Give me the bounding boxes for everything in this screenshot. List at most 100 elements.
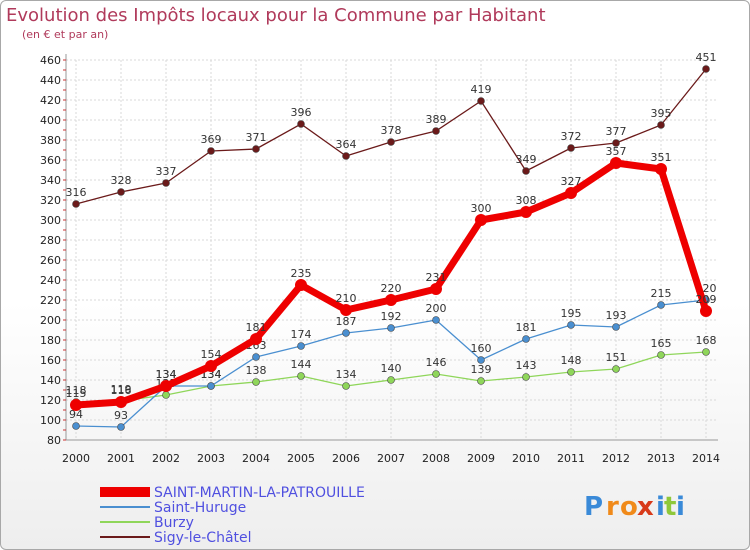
x-tick-label: 2004	[242, 452, 270, 465]
data-label: 337	[156, 165, 177, 178]
data-point	[387, 324, 395, 332]
data-label: 94	[69, 408, 83, 421]
x-tick-label: 2002	[152, 452, 180, 465]
legend-label: Burzy	[154, 515, 194, 531]
data-point	[205, 360, 217, 372]
data-point	[610, 157, 622, 169]
data-point	[565, 187, 577, 199]
data-point	[207, 382, 215, 390]
x-tick-label: 2014	[692, 452, 720, 465]
data-point	[477, 97, 485, 105]
data-label: 181	[246, 321, 267, 334]
data-point	[612, 365, 620, 373]
data-point	[477, 356, 485, 364]
data-label: 143	[516, 359, 537, 372]
data-label: 134	[156, 368, 177, 381]
data-label: 369	[201, 133, 222, 146]
data-point	[567, 144, 575, 152]
y-tick-label: 120	[40, 394, 61, 407]
x-tick-label: 2005	[287, 452, 315, 465]
data-point	[295, 279, 307, 291]
data-label: 148	[561, 354, 582, 367]
x-tick-label: 2001	[107, 452, 135, 465]
brand-letter: P	[584, 492, 603, 522]
data-point	[252, 378, 260, 386]
data-point	[297, 120, 305, 128]
data-label: 154	[201, 348, 222, 361]
data-point	[385, 294, 397, 306]
data-point	[432, 316, 440, 324]
data-label: 377	[606, 125, 627, 138]
data-point	[567, 368, 575, 376]
data-label: 351	[651, 151, 672, 164]
data-point	[702, 348, 710, 356]
data-point	[340, 304, 352, 316]
y-tick-label: 260	[40, 254, 61, 267]
data-label: 220	[381, 282, 402, 295]
data-point	[520, 206, 532, 218]
data-label: 134	[336, 368, 357, 381]
x-tick-label: 2000	[62, 452, 90, 465]
data-point	[387, 138, 395, 146]
y-tick-label: 140	[40, 374, 61, 387]
data-point	[432, 127, 440, 135]
data-label: 140	[381, 362, 402, 375]
data-label: 195	[561, 307, 582, 320]
data-label: 187	[336, 315, 357, 328]
brand-letter: i	[676, 492, 685, 522]
data-point	[162, 179, 170, 187]
data-point	[522, 335, 530, 343]
y-tick-label: 460	[40, 54, 61, 67]
data-label: 134	[156, 368, 177, 381]
data-label: 174	[291, 328, 312, 341]
data-point	[655, 163, 667, 175]
data-label: 371	[246, 131, 267, 144]
data-point	[115, 396, 127, 408]
series: 316 328 337 369 371 396 364 378 389 419 349 372 377 3…	[66, 51, 717, 431]
data-point	[432, 370, 440, 378]
data-label: 193	[606, 309, 627, 322]
data-label: 396	[291, 106, 312, 119]
data-point	[430, 283, 442, 295]
data-label: 192	[381, 310, 402, 323]
data-label: 357	[606, 145, 627, 158]
data-point	[475, 214, 487, 226]
data-label: 395	[651, 107, 672, 120]
data-point	[252, 145, 260, 153]
data-point	[117, 188, 125, 196]
data-label: 328	[111, 174, 132, 187]
data-point	[160, 380, 172, 392]
data-label: 116	[111, 384, 132, 397]
series-2: 1181191251341381441341401461391431481511…	[66, 334, 717, 406]
data-label: 209	[696, 293, 717, 306]
data-point	[297, 372, 305, 380]
data-label: 419	[471, 83, 492, 96]
data-label: 168	[696, 334, 717, 347]
data-point	[567, 321, 575, 329]
data-label: 200	[426, 302, 447, 315]
data-point	[657, 301, 665, 309]
data-label: 372	[561, 130, 582, 143]
data-point	[297, 342, 305, 350]
data-label: 327	[561, 175, 582, 188]
data-label: 165	[651, 337, 672, 350]
brand-letter: t	[664, 492, 676, 522]
data-label: 349	[516, 153, 537, 166]
y-tick-label: 280	[40, 234, 61, 247]
data-label: 210	[336, 292, 357, 305]
x-tick-label: 2012	[602, 452, 630, 465]
brand-letter: i	[656, 492, 665, 522]
data-point	[162, 391, 170, 399]
y-tick-label: 80	[47, 434, 61, 447]
data-point	[612, 323, 620, 331]
data-point	[477, 377, 485, 385]
legend: SAINT-MARTIN-LA-PATROUILLESaint-HurugeBu…	[100, 485, 365, 546]
brand-letter: o	[620, 492, 638, 522]
data-point	[70, 399, 82, 411]
data-point	[72, 422, 80, 430]
data-point	[342, 329, 350, 337]
x-tick-label: 2010	[512, 452, 540, 465]
